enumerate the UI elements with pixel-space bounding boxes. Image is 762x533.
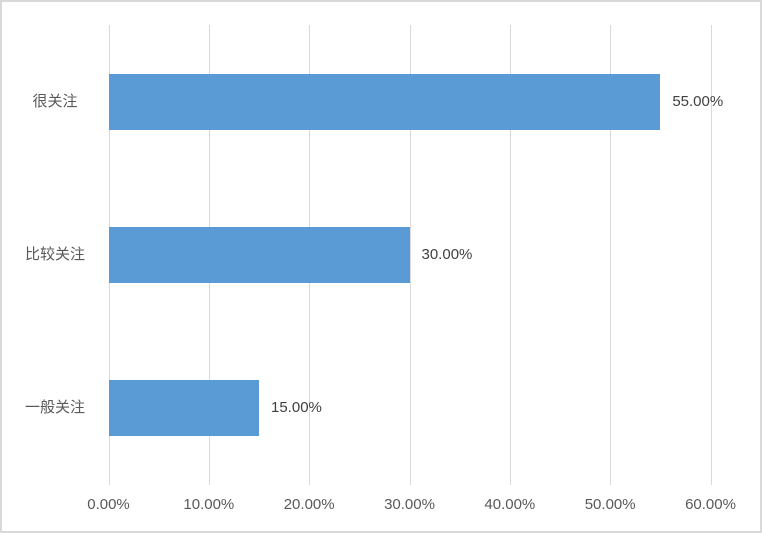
gridline-50.00% bbox=[610, 25, 612, 485]
x-tick-label-20.00%: 20.00% bbox=[283, 496, 335, 513]
gridline-30.00% bbox=[409, 25, 411, 485]
x-tick-label-50.00%: 50.00% bbox=[584, 496, 636, 513]
gridline-40.00% bbox=[509, 25, 511, 485]
category-label-很关注: 很关注 bbox=[32, 92, 78, 110]
bar-一般关注 bbox=[108, 380, 259, 437]
x-tick-label-40.00%: 40.00% bbox=[484, 496, 536, 513]
bar-很关注 bbox=[108, 73, 661, 130]
gridline-60.00% bbox=[710, 25, 712, 485]
bar-比较关注 bbox=[108, 227, 410, 283]
category-label-一般关注: 一般关注 bbox=[24, 399, 85, 417]
data-label-一般关注: 15.00% bbox=[271, 399, 322, 417]
data-label-比较关注: 30.00% bbox=[421, 246, 473, 263]
x-tick-label-0.00%: 0.00% bbox=[87, 496, 130, 513]
x-tick-label-60.00%: 60.00% bbox=[685, 496, 736, 513]
data-label-很关注: 55.00% bbox=[672, 92, 724, 110]
category-label-比较关注: 比较关注 bbox=[24, 246, 85, 263]
x-tick-label-30.00%: 30.00% bbox=[384, 496, 435, 513]
x-tick-label-10.00%: 10.00% bbox=[183, 496, 235, 513]
